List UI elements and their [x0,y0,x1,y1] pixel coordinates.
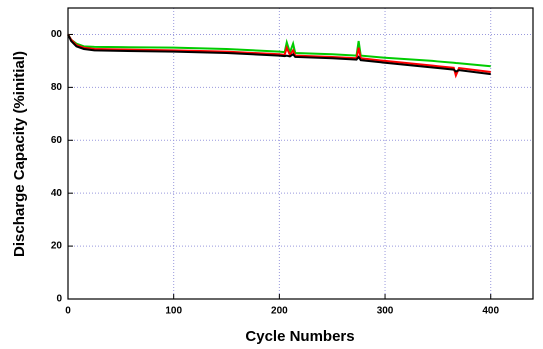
data-line [67,34,491,76]
x-tick-label: 100 [165,306,182,317]
x-axis-title: Cycle Numbers [245,328,354,345]
y-tick-label: 80 [51,82,63,93]
data-line [67,33,491,68]
data-line [67,33,491,79]
y-tick-label: 60 [51,135,63,146]
x-tick-label: 400 [482,306,499,317]
y-tick-label: 20 [51,241,63,252]
y-tick-label: 40 [51,188,63,199]
x-tick-label: 200 [271,306,288,317]
x-tick-label: 0 [65,306,71,317]
y-tick-label: 00 [51,29,63,40]
y-tick-label: 0 [56,294,62,305]
x-tick-label: 300 [377,306,394,317]
plot-frame [67,7,534,300]
y-axis-title: Discharge Capacity (%initial) [11,51,28,257]
